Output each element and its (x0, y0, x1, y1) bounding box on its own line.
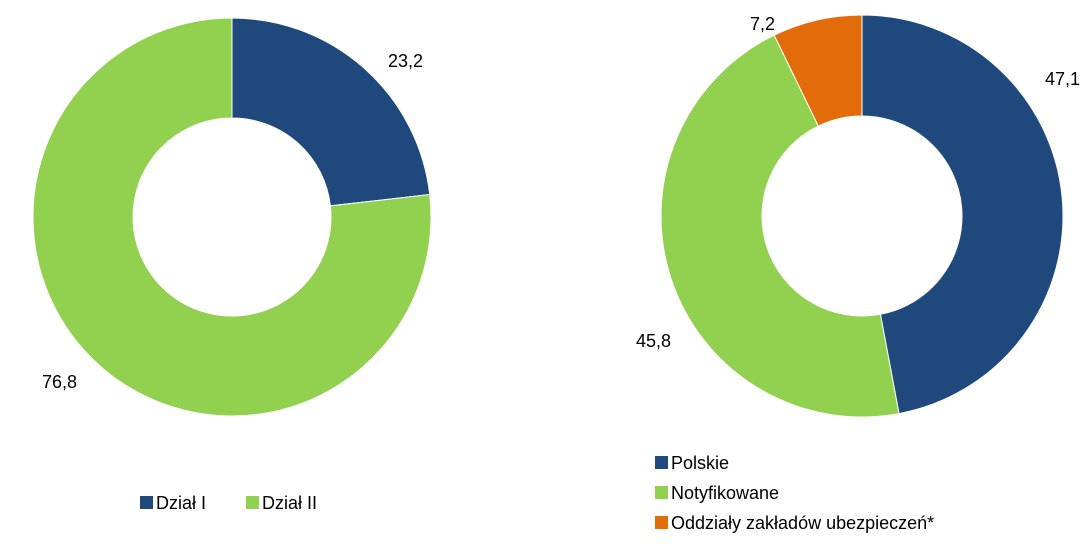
data-label: 23,2 (388, 51, 423, 71)
data-label: 45,8 (636, 331, 671, 351)
legend-swatch (246, 496, 259, 509)
legend-label: Dział II (262, 493, 317, 513)
legend-swatch (655, 516, 668, 529)
legend-swatch (140, 496, 153, 509)
donut-slice (861, 14, 1064, 415)
legend-label: Oddziały zakładów ubezpieczeń* (671, 513, 934, 533)
legend-label: Notyfikowane (671, 483, 779, 503)
donut-slice (32, 17, 432, 417)
donut-slice (773, 14, 863, 127)
legend-label: Polskie (671, 453, 729, 473)
data-label: 7,2 (750, 14, 775, 34)
donut-slice (231, 17, 431, 207)
data-label: 76,8 (42, 372, 77, 392)
legend-swatch (655, 456, 668, 469)
data-label: 47,1 (1045, 69, 1080, 89)
legend-swatch (655, 486, 668, 499)
donut-slice (660, 34, 900, 418)
legend-label: Dział I (156, 493, 206, 513)
